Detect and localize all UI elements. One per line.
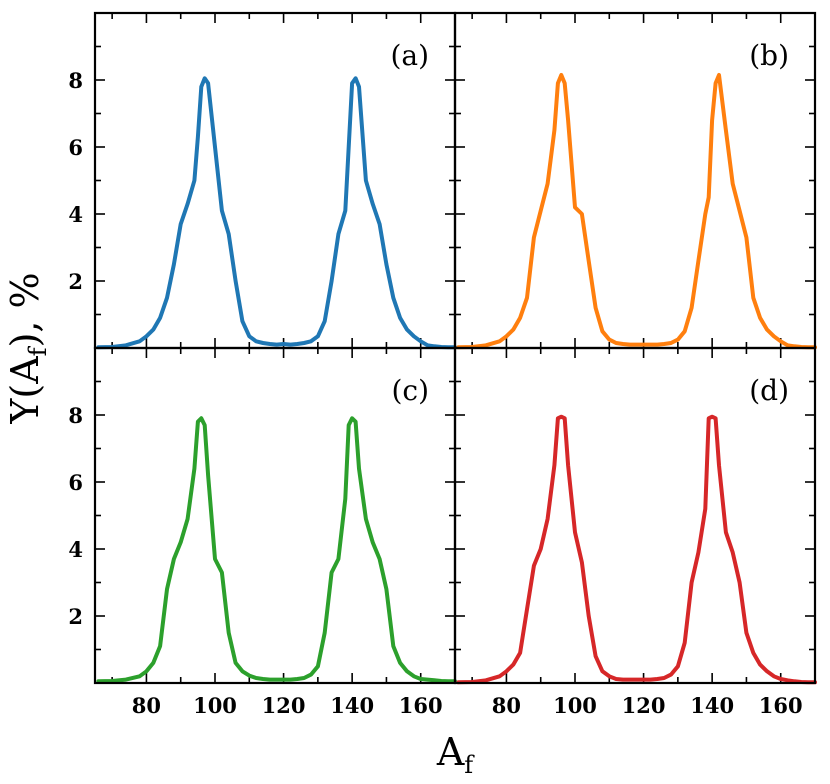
panel-label: (d) [749,374,789,407]
panel-label: (b) [749,39,789,72]
y-tick-label: 6 [68,135,83,160]
y-tick-label: 4 [68,202,83,227]
x-axis-title: Af [436,730,475,779]
y-tick-label: 2 [68,604,83,629]
series-line-b [456,73,817,350]
y-tick-label: 2 [68,269,83,294]
panel-label: (a) [390,39,429,72]
x-tick-label: 120 [262,693,306,718]
series-line-c [96,416,457,684]
panel-d: (d) 80 100 120 140 160 [453,346,817,718]
x-tick-label: 100 [193,693,237,718]
x-tick-label: 140 [330,693,374,718]
y-tick-label: 4 [68,537,83,562]
x-tick-label: 160 [759,693,803,718]
panel-c: (c) 2 4 6 8 80 100 120 140 160 [68,346,457,718]
x-tick-label: 100 [553,693,597,718]
x-tick-label: 80 [132,693,161,718]
y-tick-label: 8 [68,403,83,428]
panel-a: (a) 2 4 6 8 [68,11,457,350]
panel-b: (b) [453,11,817,350]
y-tick-label: 8 [68,68,83,93]
series-line-d [456,414,817,685]
x-tick-label: 80 [492,693,521,718]
axis-frame [453,346,817,685]
y-axis-title: Y(Af), % [3,272,52,424]
x-tick-label: 160 [399,693,443,718]
y-tick-label: 6 [68,470,83,495]
x-tick-label: 120 [622,693,666,718]
x-tick-label: 140 [690,693,734,718]
panel-label: (c) [391,374,429,407]
series-line-a [96,76,457,350]
